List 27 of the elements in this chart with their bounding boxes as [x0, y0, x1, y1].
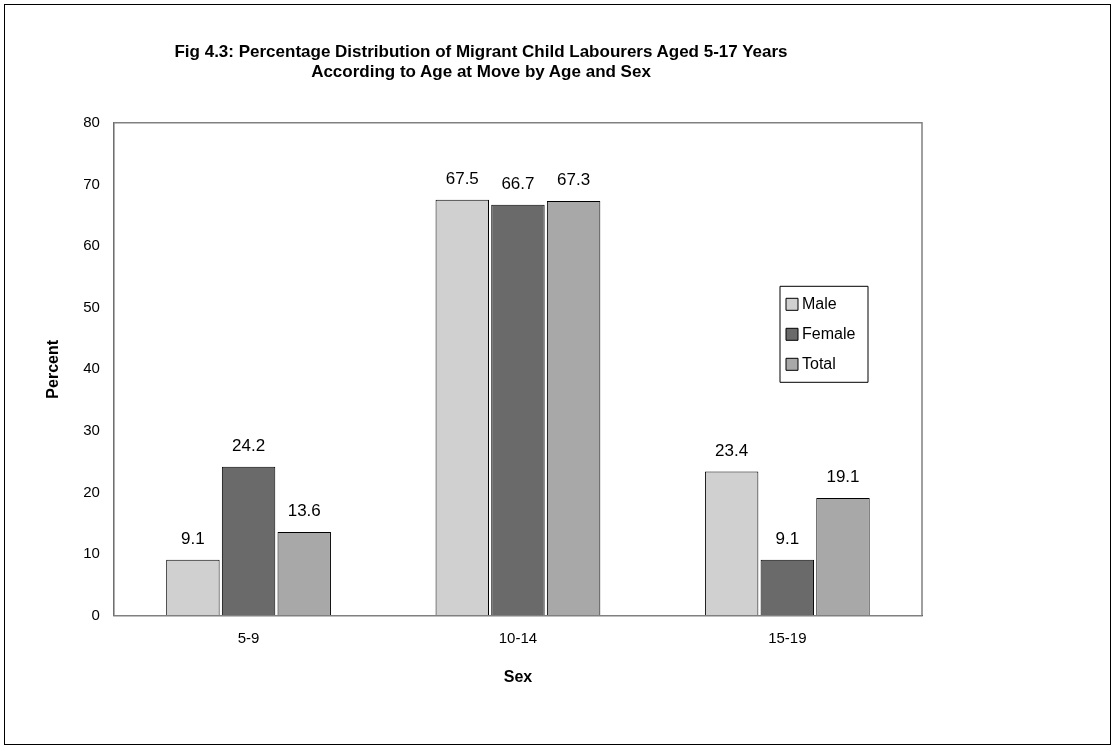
y-tick-label: 50 [83, 297, 100, 315]
data-label: 9.1 [775, 528, 800, 548]
y-tick-label: 80 [83, 112, 100, 130]
y-tick-label: 10 [83, 544, 100, 562]
data-label: 67.3 [557, 170, 591, 190]
x-tick-label: 15-19 [768, 628, 807, 646]
x-tick-label: 5-9 [237, 628, 260, 646]
data-label: 24.2 [232, 435, 266, 455]
y-tick-label: 0 [91, 605, 100, 623]
legend-label: Total [802, 354, 836, 372]
y-tick-label: 70 [83, 174, 100, 192]
chart-title: Fig 4.3: Percentage Distribution of Migrant Child Labourers Aged 5-17 Years According to Age at Move by Age and Sex [174, 41, 788, 82]
data-label: 19.1 [826, 467, 860, 487]
data-label: 67.5 [445, 169, 479, 189]
y-tick-label: 30 [83, 421, 100, 439]
x-axis-title: Sex [503, 667, 533, 685]
x-tick-label: 10-14 [498, 628, 538, 646]
legend-label: Male [802, 294, 837, 312]
y-tick-label: 40 [83, 359, 100, 377]
legend-label: Female [802, 324, 856, 342]
y-tick-label: 20 [83, 482, 100, 500]
y-axis-title: Percent [44, 339, 62, 399]
y-tick-label: 60 [83, 236, 100, 254]
data-label: 9.1 [181, 528, 205, 548]
data-label: 13.6 [287, 501, 321, 521]
data-label: 23.4 [715, 440, 749, 460]
data-label: 66.7 [501, 173, 535, 193]
